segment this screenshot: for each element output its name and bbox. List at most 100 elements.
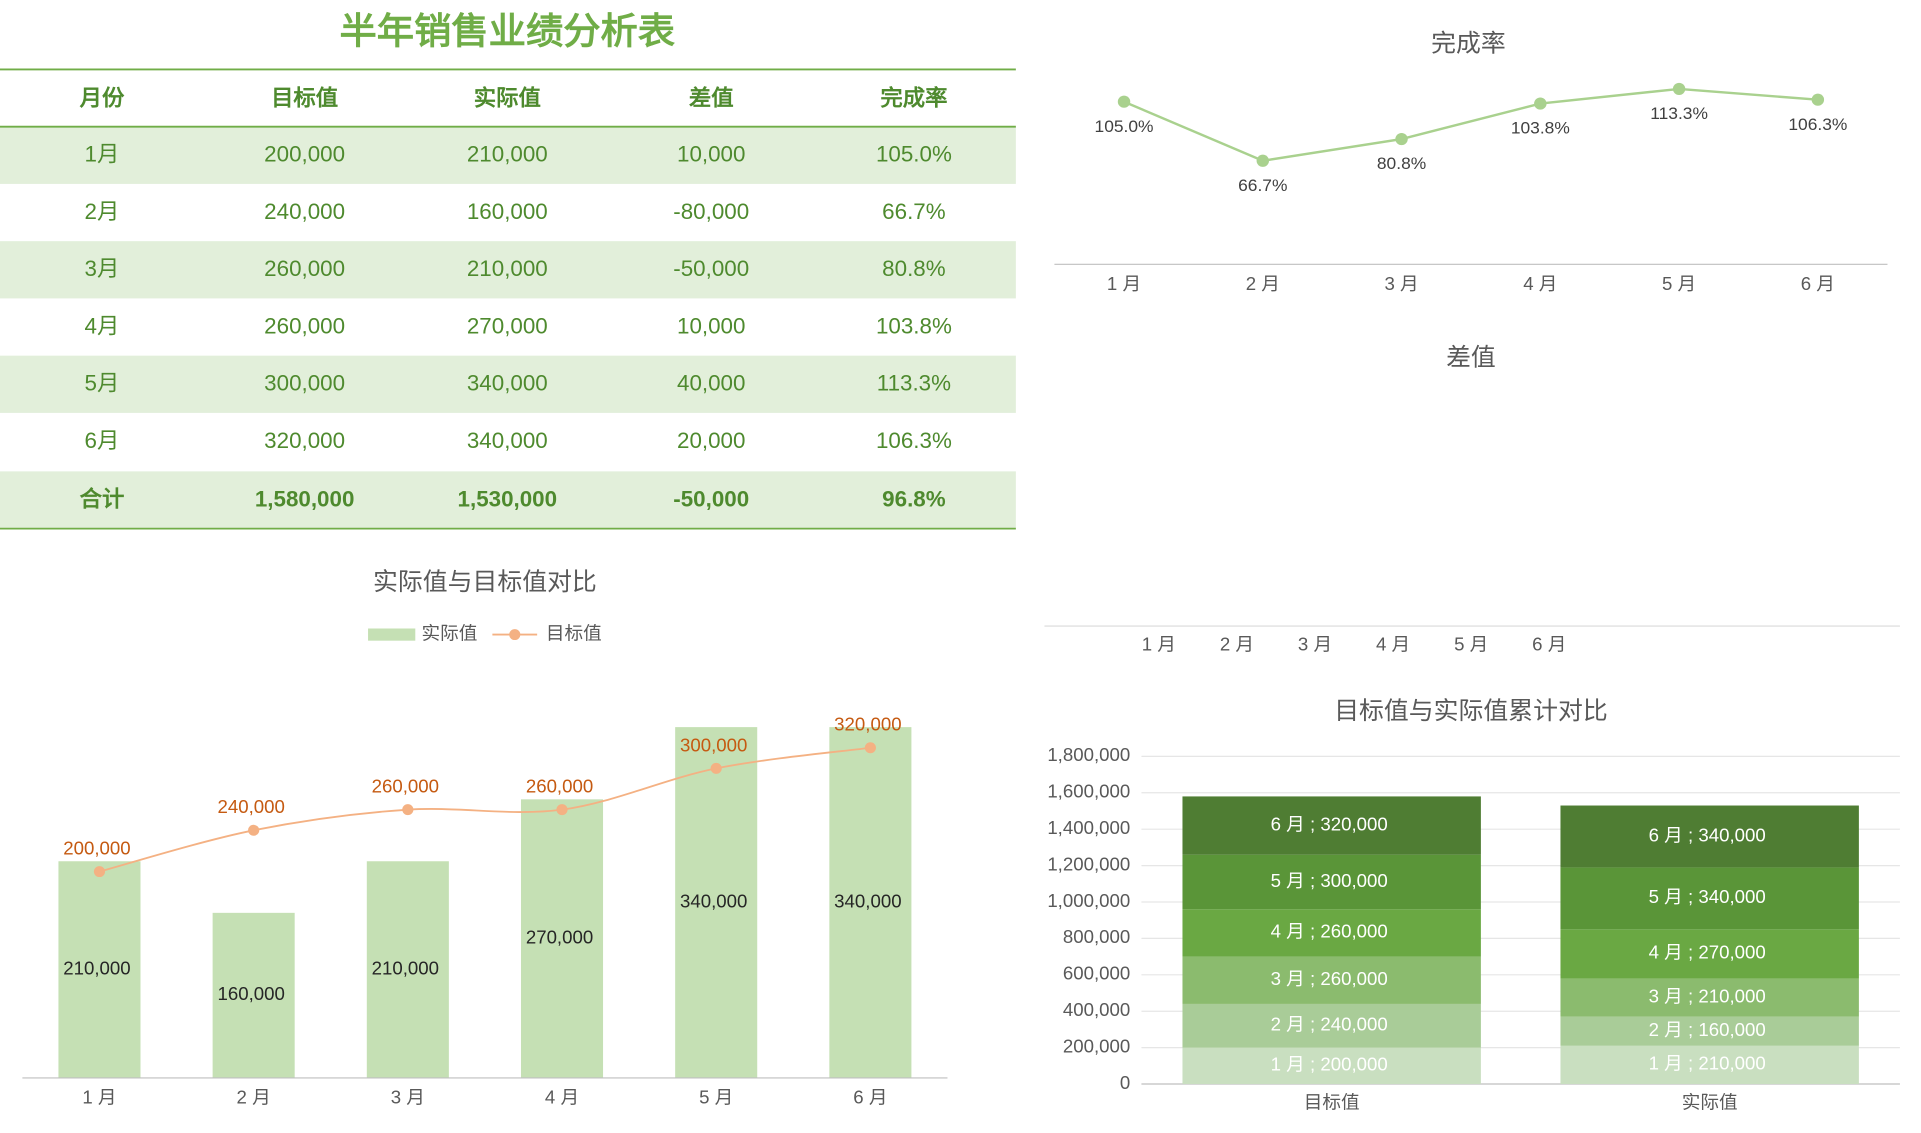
data-label: 3 月 ; 210,000 [1649,986,1766,1007]
y-tick-label: 1,200,000 [1047,854,1130,875]
x-tick-label: 6 月 [1532,634,1566,655]
row-background [0,355,1016,413]
table-total: 1,530,000 [458,487,558,512]
bar [829,727,912,1078]
table-cell: -80,000 [673,199,749,224]
point [1117,95,1131,108]
point [1672,82,1686,96]
table-total: -50,000 [673,487,749,512]
table-cell: 260,000 [264,314,345,339]
page-title: 半年销售业绩分析表 [340,11,676,52]
table-cell: 340,000 [467,371,548,396]
point [248,824,260,836]
x-tick-label: 2 月 [237,1087,271,1108]
y-tick-label: 0 [1120,1072,1130,1093]
bar [675,727,758,1078]
line [99,746,871,873]
table-header: 月份 [79,86,126,111]
data-label: 210,000 [63,958,130,979]
x-tick-label: 6 月 [1801,273,1835,294]
data-label: 106.3% [1788,114,1847,134]
chart-title: 差值 [1446,344,1496,372]
table-cell: 106.3% [876,428,952,453]
legend-marker [509,629,521,641]
row-background [0,471,1016,529]
x-tick-label: 4 月 [545,1087,579,1108]
x-tick-label: 3 月 [391,1087,425,1108]
data-label: 113.3% [1650,103,1708,123]
data-label: 105.0% [1095,116,1154,136]
y-tick-label: 1,400,000 [1047,817,1130,838]
x-tick-label: 目标值 [1304,1092,1360,1113]
data-label: 6 月 ; 340,000 [1649,824,1766,845]
table-header: 差值 [689,86,734,111]
data-label: 5 月 ; 340,000 [1649,886,1766,907]
y-tick-label: 200,000 [1063,1036,1130,1057]
data-label: 103.8% [1511,118,1570,138]
table-total: 1,580,000 [255,487,355,512]
data-label: 260,000 [372,776,439,797]
legend-swatch [368,628,416,641]
chart-title: 目标值与实际值累计对比 [1334,697,1607,725]
table-cell: 240,000 [264,199,345,224]
y-tick-label: 1,800,000 [1047,744,1130,765]
point [1395,132,1408,146]
y-tick-label: 1,000,000 [1047,890,1130,911]
bar-segment [1182,796,1481,855]
x-tick-label: 3 月 [1298,634,1332,655]
bar-segment [1182,1003,1481,1048]
chart-title: 完成率 [1431,30,1506,58]
data-label: 320,000 [834,714,901,735]
bar-segment [1182,909,1481,957]
table-cell: 300,000 [264,371,345,396]
table-cell: -50,000 [673,256,749,281]
y-tick-label: 400,000 [1063,999,1130,1020]
point [556,804,568,816]
x-tick-label: 1 月 [1107,273,1141,294]
point [1534,97,1547,110]
bar [212,912,295,1078]
data-label: 6 月 ; 320,000 [1271,814,1388,835]
x-tick-label: 2 月 [1220,634,1254,655]
point [1256,154,1270,167]
table-cell: 66.7% [882,199,945,224]
x-tick-label: 5 月 [1454,634,1488,655]
table-total: 96.8% [882,487,946,512]
row-background [0,126,1016,184]
table-cell: 20,000 [677,428,745,453]
data-label: 4 月 ; 260,000 [1271,921,1388,942]
data-label: 3 月 ; 260,000 [1271,968,1388,989]
table-cell: 4月 [85,314,120,339]
table-cell: 260,000 [264,256,345,281]
data-label: 1 月 ; 200,000 [1271,1054,1388,1075]
bar [520,799,604,1078]
bar-segment [1560,929,1859,979]
table-cell: 320,000 [264,428,345,453]
data-label: 80.8% [1377,153,1426,173]
data-label: 340,000 [834,891,901,912]
x-tick-label: 4 月 [1376,634,1410,655]
legend-label: 目标值 [546,623,602,644]
data-label: 200,000 [63,838,130,859]
x-tick-label: 2 月 [1246,273,1280,294]
table-header: 目标值 [271,86,338,111]
table-cell: 3月 [85,256,120,281]
bar [58,861,141,1078]
x-tick-label: 1 月 [1142,634,1176,655]
x-tick-label: 5 月 [699,1087,733,1108]
bar-segment [1182,956,1481,1004]
data-label: 2 月 ; 160,000 [1649,1019,1766,1040]
table-cell: 160,000 [467,199,548,224]
point [710,762,722,774]
x-tick-label: 4 月 [1523,273,1557,294]
data-label: 340,000 [680,891,747,912]
x-tick-label: 1 月 [82,1087,116,1108]
data-label: 4 月 ; 270,000 [1649,942,1766,963]
table-cell: 105.0% [876,142,952,167]
bar-segment [1560,867,1859,930]
bar-segment [1560,1016,1859,1046]
table-header: 完成率 [880,86,947,111]
point [402,804,414,816]
table-cell: 80.8% [882,256,945,281]
